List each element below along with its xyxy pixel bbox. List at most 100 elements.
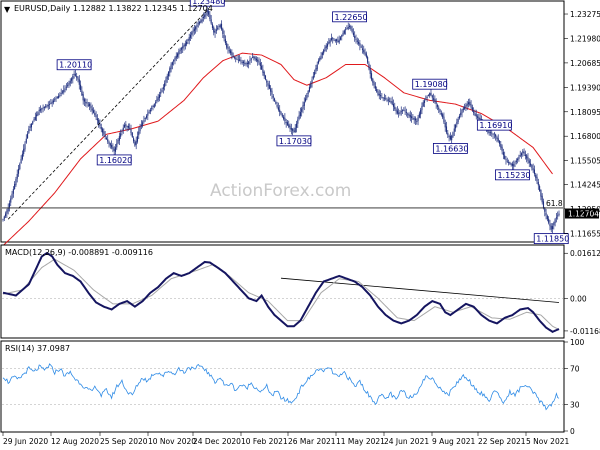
candle-body [316, 64, 318, 70]
candle-body [102, 128, 104, 133]
candle-body [411, 116, 413, 119]
candle-body [3, 216, 5, 219]
candle-body [326, 43, 329, 47]
candle-body [527, 157, 529, 161]
candle-body [373, 82, 375, 86]
candle-body [430, 92, 432, 96]
x-tick-label: 26 Mar 2021 [288, 437, 336, 446]
candle-body [72, 76, 74, 80]
candle-body [38, 109, 40, 112]
candle-body [143, 120, 145, 122]
candle-body [100, 126, 102, 130]
candle-body [191, 32, 193, 35]
candle-body [555, 217, 557, 219]
candle-body [537, 182, 539, 186]
candle-body [295, 123, 298, 128]
candle-body [500, 143, 502, 148]
candle-body [210, 19, 212, 24]
candle-body [123, 124, 126, 128]
candle-body [469, 101, 471, 105]
candle-body [127, 126, 129, 128]
candle-body [528, 160, 530, 164]
candle-body [416, 121, 418, 122]
panel-collapse-icon[interactable]: ▼ [4, 5, 11, 14]
macd-y-tick-label: 0.00 [570, 294, 587, 303]
candle-body [303, 101, 305, 106]
candle-body [246, 62, 248, 64]
candle-body [330, 38, 332, 41]
candle-body [460, 112, 462, 116]
candle-body [130, 129, 132, 133]
candle-body [381, 96, 383, 98]
candle-body [549, 223, 551, 227]
trendline-dashed [7, 9, 208, 220]
candle-body [299, 112, 301, 117]
candle-body [138, 131, 140, 136]
candle-body [147, 113, 149, 116]
candle-body [166, 75, 168, 80]
candle-body [11, 193, 13, 199]
candle-body [250, 58, 252, 60]
candle-body [182, 46, 184, 49]
candle-body [515, 160, 517, 163]
candle-body [86, 102, 88, 104]
candle-body [461, 109, 463, 114]
candle-body [426, 96, 428, 98]
candle-body [121, 130, 123, 133]
candle-body [134, 141, 136, 146]
candle-body [440, 112, 442, 115]
candle-body [36, 114, 38, 117]
candle-body [395, 109, 397, 112]
candle-body [233, 57, 236, 58]
candle-body [532, 168, 534, 171]
candle-body [289, 125, 291, 129]
rsi-y-tick-label: 30 [570, 400, 580, 409]
candle-body [29, 126, 31, 128]
candle-body [214, 30, 216, 34]
price-level-box [332, 11, 367, 23]
candle-body [533, 169, 535, 174]
price-y-tick-label: 1.21980 [570, 34, 600, 43]
candle-body [50, 102, 52, 104]
candle-body [531, 164, 533, 168]
price-level-label: 1.16630 [435, 144, 468, 153]
candle-body [337, 40, 339, 42]
candle-body [492, 133, 494, 135]
candle-body [87, 104, 89, 106]
candle-body [43, 106, 45, 108]
candle-body [148, 111, 150, 114]
candle-body [273, 98, 276, 101]
price-level-box [495, 169, 530, 181]
candle-body [471, 107, 473, 111]
candle-body [149, 109, 151, 112]
candle-body [105, 137, 107, 140]
candle-body [324, 47, 326, 51]
candle-body [139, 126, 141, 132]
candle-body [520, 153, 523, 156]
candle-body [320, 55, 322, 59]
candle-body [412, 118, 414, 120]
x-tick-label: 29 Jun 2020 [3, 437, 48, 446]
candle-body [213, 27, 215, 33]
candle-body [61, 91, 64, 93]
candle-body [218, 26, 220, 28]
candle-body [553, 222, 555, 226]
price-level-label: 1.17030 [279, 137, 312, 146]
x-tick-label: 25 Sep 2020 [100, 437, 148, 446]
candle-body [48, 104, 51, 105]
price-level-label: 1.15230 [497, 171, 530, 180]
candle-body [112, 147, 114, 150]
candle-body [47, 104, 49, 107]
current-price-label: 1.12704 [568, 210, 599, 219]
candle-body [253, 56, 255, 59]
candle-body [535, 174, 537, 178]
candle-body [81, 90, 83, 96]
candle-body [24, 143, 26, 150]
price-level-label: 1.22650 [335, 13, 368, 22]
macd-signal-line [2, 258, 560, 331]
macd-line [2, 251, 560, 333]
candle-body [505, 159, 507, 161]
candle-body [52, 100, 54, 103]
price-y-tick-label: 1.12950 [570, 205, 600, 214]
candle-body [242, 61, 245, 63]
